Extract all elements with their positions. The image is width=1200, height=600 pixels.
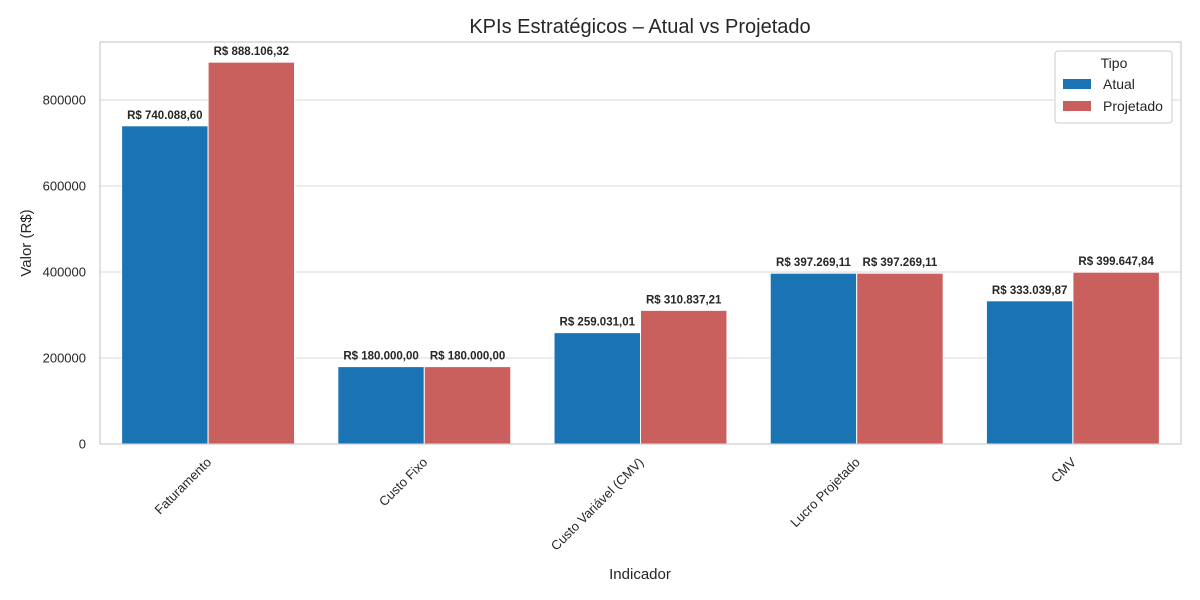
bar-faturamento-projetado [207,61,296,445]
y-tick-label: 200000 [43,351,86,366]
data-label-custo-fixo-atual: R$ 180.000,00 [343,351,418,363]
legend-title: Tipo [1101,55,1128,71]
bar-lucro-projetado-projetado [856,272,944,445]
legend-swatch-projetado [1063,101,1091,111]
data-labels: R$ 740.088,60 R$ 888.106,32 R$ 180.000,00 R… [127,46,1154,362]
legend-label-projetado: Projetado [1103,98,1163,114]
data-label-cmv-atual: R$ 333.039,87 [992,285,1067,297]
data-label-faturamento-atual: R$ 740.088,60 [127,110,202,122]
bar-cmv-projetado [1072,271,1160,445]
y-tick-label: 800000 [43,93,86,108]
bar-faturamento-atual [121,125,209,445]
x-tick-label-lucro-projetado: Lucro Projetado [787,455,863,531]
legend: Tipo Atual Projetado [1054,50,1173,124]
bar-custo-variavel-cmv-atual [553,332,642,445]
x-axis-label: Indicador [609,566,671,583]
y-tick-label: 400000 [43,265,86,280]
bar-custo-fixo-atual [337,366,425,445]
y-axis-label: Valor (R$) [18,209,35,276]
data-label-faturamento-projetado: R$ 888.106,32 [214,46,289,58]
x-tick-label-cmv: CMV [1048,454,1079,485]
data-label-custo-variavel-cmv-projetado: R$ 310.837,21 [646,294,722,306]
data-label-lucro-projetado-atual: R$ 397.269,11 [776,257,851,269]
legend-swatch-atual [1063,79,1091,89]
data-label-custo-variavel-cmv-atual: R$ 259.031,01 [560,317,636,329]
x-tick-label-custo-variavel-cmv: Custo Variável (CMV) [548,455,647,554]
x-tick-label-custo-fixo: Custo Fixo [376,455,431,510]
plot-frame [99,41,1182,445]
bars [121,61,1160,445]
y-tick-label: 600000 [43,179,86,194]
y-tick-label: 0 [79,437,86,452]
bar-lucro-projetado-atual [769,272,858,445]
data-label-lucro-projetado-projetado: R$ 397.269,11 [863,257,938,269]
y-tick-labels: 0 200000 400000 600000 800000 [43,93,86,452]
bar-custo-variavel-cmv-projetado [640,309,728,445]
chart-title: KPIs Estratégicos – Atual vs Projetado [469,16,810,38]
x-tick-label-faturamento: Faturamento [151,455,214,518]
bar-custo-fixo-projetado [423,366,512,445]
data-label-custo-fixo-projetado: R$ 180.000,00 [430,351,505,363]
x-tick-labels: Faturamento Custo Fixo Custo Variável (CMV… [151,454,1079,553]
data-label-cmv-projetado: R$ 399.647,84 [1078,256,1154,268]
bar-cmv-atual [985,300,1074,445]
legend-label-atual: Atual [1103,76,1135,92]
